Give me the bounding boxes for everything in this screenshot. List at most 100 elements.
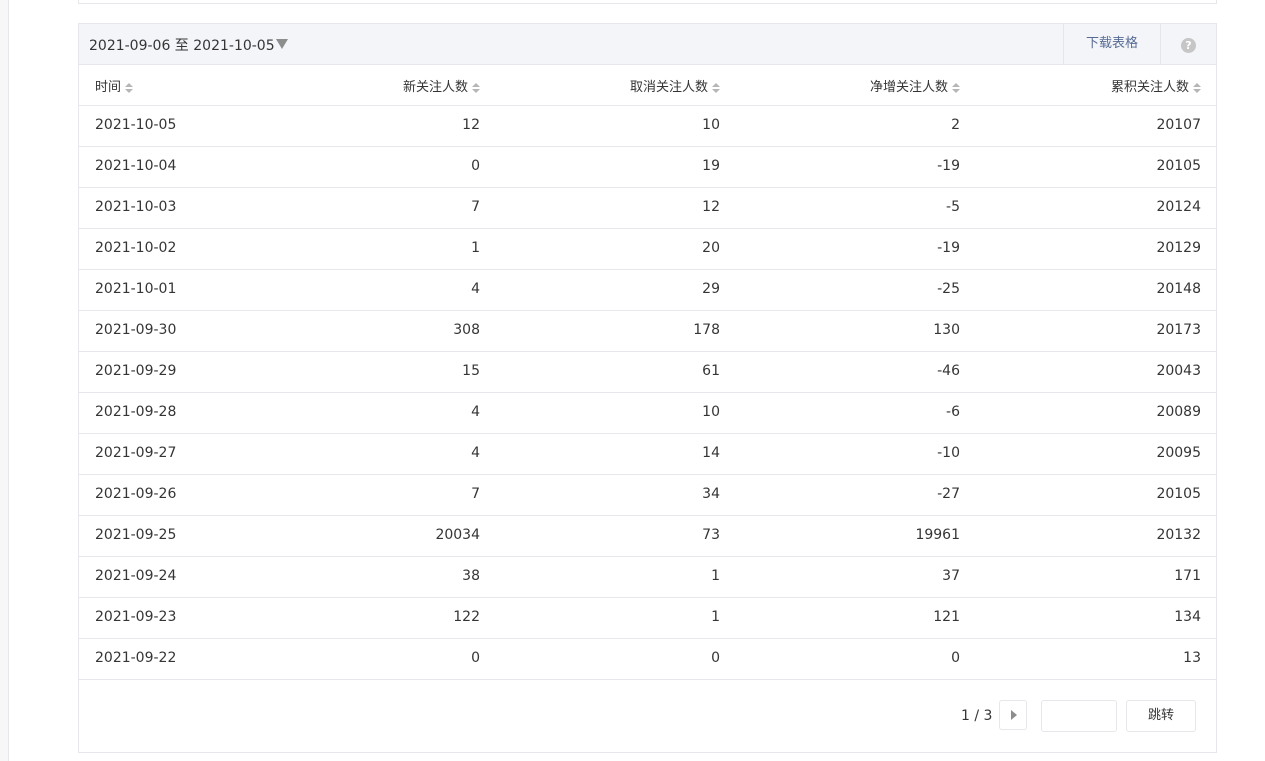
- data-panel: 2021-09-06 至 2021-10-05 下载表格 ? 时间 新关注人数 取消…: [78, 23, 1217, 753]
- table-cell: -10: [937, 445, 960, 461]
- table-cell: 34: [702, 486, 720, 502]
- table-cell: 2021-09-24: [95, 568, 177, 584]
- table-row: 2021-10-05 12 10 2 20107: [79, 106, 1216, 147]
- table-cell: 134: [1174, 609, 1201, 625]
- table-cell: -5: [946, 199, 960, 215]
- table-cell: 2021-09-22: [95, 650, 177, 666]
- table-cell: 73: [702, 527, 720, 543]
- table-cell: 38: [462, 568, 480, 584]
- table-cell: 2: [951, 117, 960, 133]
- page-indicator: 1 / 3: [961, 708, 993, 724]
- table-cell: 10: [702, 404, 720, 420]
- table-row: 2021-09-24 38 1 37 171: [79, 557, 1216, 598]
- table-cell: 0: [951, 650, 960, 666]
- table-cell: 20132: [1156, 527, 1201, 543]
- table-cell: 12: [702, 199, 720, 215]
- sort-icon: [1193, 82, 1201, 93]
- table-cell: 7: [471, 199, 480, 215]
- table-row: 2021-09-29 15 61 -46 20043: [79, 352, 1216, 393]
- column-title: 累积关注人数: [1110, 80, 1189, 95]
- table-cell: 15: [462, 363, 480, 379]
- table-cell: 178: [693, 322, 720, 338]
- table-cell: 20: [702, 240, 720, 256]
- table-cell: 2021-10-05: [95, 117, 177, 133]
- sort-icon: [472, 82, 480, 93]
- column-title: 净增关注人数: [869, 80, 948, 95]
- table-cell: 20095: [1156, 445, 1201, 461]
- sort-icon: [125, 82, 134, 93]
- table-cell: -46: [937, 363, 960, 379]
- table-row: 2021-09-23 122 1 121 134: [79, 598, 1216, 639]
- table-cell: 2021-09-26: [95, 486, 177, 502]
- table-cell: 1: [711, 609, 720, 625]
- column-header[interactable]: 净增关注人数: [870, 76, 960, 95]
- table-cell: 10: [702, 117, 720, 133]
- sort-icon: [952, 82, 960, 93]
- next-arrow: [1011, 710, 1017, 720]
- table-cell: 4: [471, 281, 480, 297]
- sort-icon: [712, 82, 720, 93]
- table-row: 2021-09-28 4 10 -6 20089: [79, 393, 1216, 434]
- table-cell: 20105: [1156, 486, 1201, 502]
- column-header[interactable]: 新关注人数: [403, 76, 480, 95]
- table-row: 2021-10-03 7 12 -5 20124: [79, 188, 1216, 229]
- table-cell: 20129: [1156, 240, 1201, 256]
- table-cell: 61: [702, 363, 720, 379]
- table-cell: 308: [453, 322, 480, 338]
- table-row: 2021-09-26 7 34 -27 20105: [79, 475, 1216, 516]
- table-cell: 19961: [915, 527, 960, 543]
- table-cell: 37: [942, 568, 960, 584]
- table-cell: 0: [711, 650, 720, 666]
- date-range[interactable]: 2021-09-06 至 2021-10-05: [89, 38, 275, 54]
- table-cell: 2021-10-03: [95, 199, 177, 215]
- column-title: 新关注人数: [402, 80, 468, 95]
- column-title: 时间: [95, 80, 122, 95]
- table-cell: 171: [1174, 568, 1201, 584]
- table-cell: 12: [462, 117, 480, 133]
- column-header[interactable]: 时间: [95, 76, 134, 95]
- table-cell: 2021-10-04: [95, 158, 177, 174]
- table-cell: 14: [702, 445, 720, 461]
- panel-header: 2021-09-06 至 2021-10-05 下载表格 ?: [79, 24, 1216, 65]
- table-cell: 29: [702, 281, 720, 297]
- header-row: 时间 新关注人数 取消关注人数 净增关注人数 累积关注人数: [79, 65, 1216, 106]
- table-row: 2021-10-04 0 19 -19 20105: [79, 147, 1216, 188]
- table-cell: 20148: [1156, 281, 1201, 297]
- table-cell: 1: [471, 240, 480, 256]
- dropdown-arrow[interactable]: [276, 39, 288, 49]
- table-cell: 19: [702, 158, 720, 174]
- table-cell: 2021-10-02: [95, 240, 177, 256]
- table-cell: 122: [453, 609, 480, 625]
- table-row: 2021-09-22 0 0 0 13: [79, 639, 1216, 680]
- jump-button[interactable]: 跳转: [1126, 700, 1196, 732]
- table-cell: 2021-09-28: [95, 404, 177, 420]
- table-cell: 4: [471, 404, 480, 420]
- table-row: 2021-10-01 4 29 -25 20148: [79, 270, 1216, 311]
- table-cell: -25: [937, 281, 960, 297]
- next-page[interactable]: [999, 700, 1027, 730]
- table-cell: 20124: [1156, 199, 1201, 215]
- previous-panel: [78, 0, 1217, 4]
- column-header[interactable]: 累积关注人数: [1111, 76, 1201, 95]
- table-cell: 20173: [1156, 322, 1201, 338]
- table-cell: 20043: [1156, 363, 1201, 379]
- table-cell: 2021-09-27: [95, 445, 177, 461]
- download-button[interactable]: 下载表格: [1063, 24, 1161, 64]
- column-header[interactable]: 取消关注人数: [630, 76, 720, 95]
- sidebar: [0, 0, 9, 761]
- table-cell: 1: [711, 568, 720, 584]
- table-cell: 0: [471, 650, 480, 666]
- table-cell: 20034: [435, 527, 480, 543]
- table-cell: 2021-09-30: [95, 322, 177, 338]
- table-row: 2021-09-30 308 178 130 20173: [79, 311, 1216, 352]
- table-cell: 20105: [1156, 158, 1201, 174]
- table-cell: 2021-09-23: [95, 609, 177, 625]
- table-cell: 7: [471, 486, 480, 502]
- table-row: 2021-10-02 1 20 -19 20129: [79, 229, 1216, 270]
- help-icon[interactable]: ?: [1181, 38, 1196, 53]
- table-cell: 20089: [1156, 404, 1201, 420]
- table-cell: -27: [937, 486, 960, 502]
- table-cell: 2021-09-29: [95, 363, 177, 379]
- page-input[interactable]: [1041, 700, 1117, 732]
